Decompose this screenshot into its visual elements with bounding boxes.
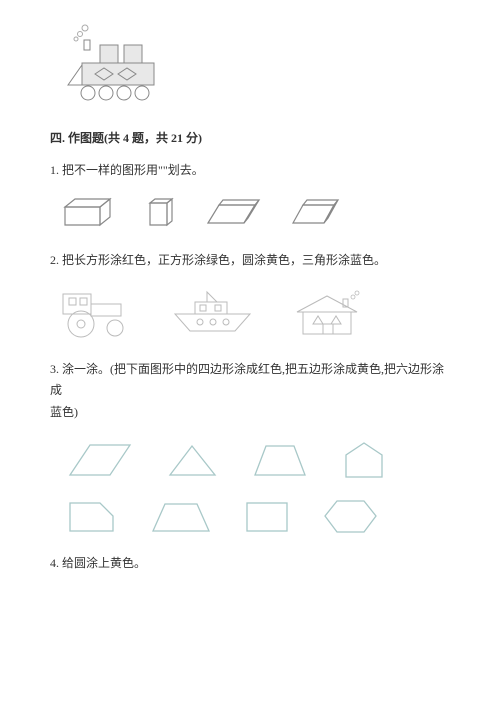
section-number: 四 bbox=[50, 131, 62, 145]
q1-shapes bbox=[60, 195, 450, 230]
q3-shapes-row1 bbox=[65, 439, 450, 481]
question-1: 1. 把不一样的图形用""划去。 bbox=[50, 160, 450, 182]
rhombus-shape bbox=[65, 440, 135, 480]
section-title: 四. 作图题(共 4 题，共 21 分) bbox=[50, 128, 450, 150]
train-illustration bbox=[60, 20, 450, 110]
question-2: 2. 把长方形涂红色，正方形涂绿色，圆涂黄色，三角形涂蓝色。 bbox=[50, 250, 450, 272]
cuboid-shape bbox=[60, 195, 120, 230]
question-4: 4. 给圆涂上黄色。 bbox=[50, 553, 450, 575]
triangle-shape bbox=[165, 440, 220, 480]
q4-number: 4. bbox=[50, 556, 59, 570]
q1-text: 把不一样的图形用""划去。 bbox=[62, 163, 204, 177]
q1-number: 1. bbox=[50, 163, 59, 177]
question-3: 3. 涂一涂。(把下面图形中的四边形涂成红色,把五边形涂成黄色,把六边形涂成 蓝… bbox=[50, 359, 450, 424]
tractor-shape bbox=[55, 286, 145, 341]
q3-text-b: 蓝色) bbox=[50, 405, 78, 419]
trapezoid-2-shape bbox=[150, 498, 212, 536]
square-shape bbox=[242, 498, 292, 536]
q4-text: 给圆涂上黄色。 bbox=[62, 556, 146, 570]
flat-square-shape bbox=[145, 195, 180, 230]
section-text: . 作图题(共 4 题，共 21 分) bbox=[62, 131, 202, 145]
pentagon-cut-shape bbox=[65, 498, 120, 536]
q2-text: 把长方形涂红色，正方形涂绿色，圆涂黄色，三角形涂蓝色。 bbox=[62, 253, 386, 267]
q3-shapes-row2 bbox=[65, 496, 450, 538]
trapezoid-shape bbox=[250, 440, 310, 480]
pentagon-house-shape bbox=[340, 439, 390, 481]
parallelogram-3d-shape-2 bbox=[290, 195, 345, 230]
hexagon-shape bbox=[322, 496, 380, 538]
q2-shapes bbox=[55, 286, 450, 341]
q2-number: 2. bbox=[50, 253, 59, 267]
house-shape bbox=[285, 286, 380, 341]
q3-number: 3. bbox=[50, 362, 59, 376]
q3-text-a: 涂一涂。(把下面图形中的四边形涂成红色,把五边形涂成黄色,把六边形涂成 bbox=[50, 362, 444, 398]
parallelogram-3d-shape bbox=[205, 195, 265, 230]
boat-shape bbox=[165, 286, 265, 341]
